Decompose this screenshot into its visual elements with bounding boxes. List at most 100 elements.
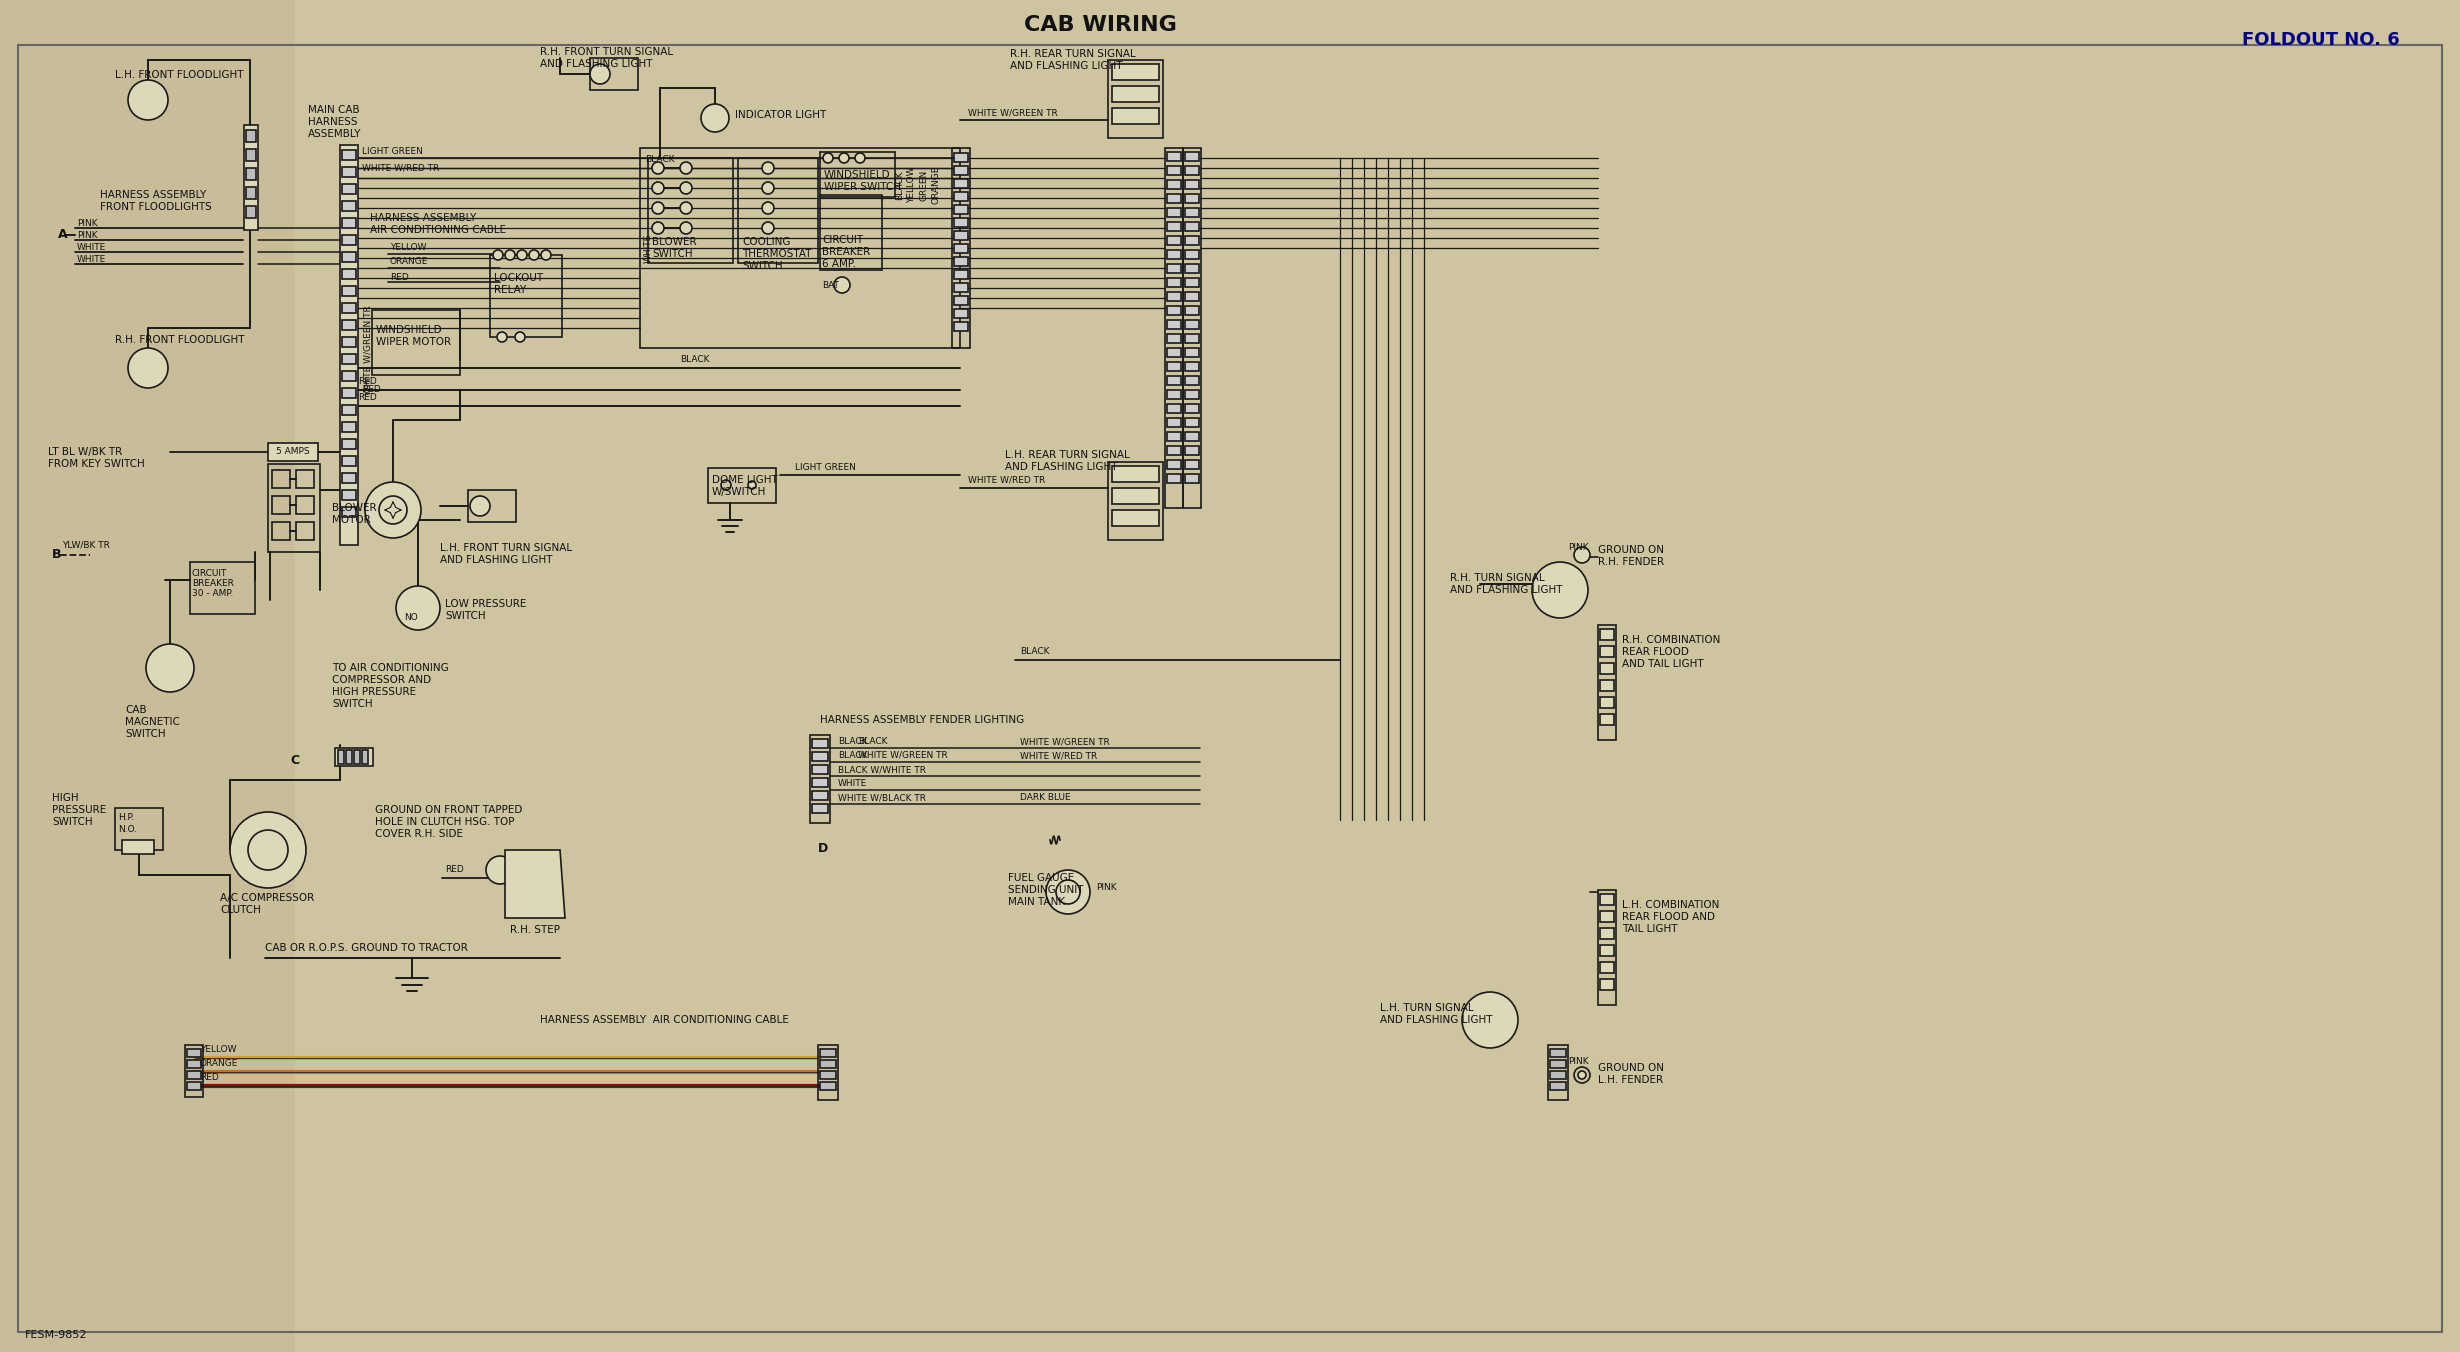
Bar — [189, 562, 256, 614]
Text: CIRCUIT: CIRCUIT — [822, 235, 863, 245]
Text: BLACK: BLACK — [859, 737, 888, 746]
Text: RED: RED — [359, 377, 376, 387]
Text: WHITE W/BLACK TR: WHITE W/BLACK TR — [839, 794, 925, 803]
Text: R.H. COMBINATION: R.H. COMBINATION — [1621, 635, 1720, 645]
Bar — [342, 406, 357, 415]
Text: SWITCH: SWITCH — [52, 817, 93, 827]
Text: RED: RED — [445, 865, 465, 875]
Circle shape — [1533, 562, 1589, 618]
Text: DOME LIGHT: DOME LIGHT — [711, 475, 777, 485]
Text: RELAY: RELAY — [494, 285, 526, 295]
Text: RED: RED — [199, 1073, 219, 1083]
Bar — [1166, 306, 1181, 315]
Text: R.H. FENDER: R.H. FENDER — [1599, 557, 1663, 566]
Text: BLACK: BLACK — [1021, 648, 1050, 657]
Text: BREAKER: BREAKER — [822, 247, 871, 257]
Bar — [1599, 890, 1616, 1005]
Text: THERMOSTAT: THERMOSTAT — [743, 249, 812, 260]
Bar — [1599, 629, 1614, 639]
Circle shape — [701, 104, 728, 132]
Text: MAIN TANK: MAIN TANK — [1009, 896, 1065, 907]
Bar — [268, 443, 317, 461]
Circle shape — [652, 201, 664, 214]
Circle shape — [856, 153, 866, 164]
Bar — [342, 201, 357, 211]
Bar — [1166, 208, 1181, 218]
Bar — [0, 0, 295, 1352]
Bar — [954, 296, 967, 306]
Circle shape — [364, 483, 421, 538]
Bar — [342, 251, 357, 262]
Bar — [342, 150, 357, 160]
Text: LIGHT GREEN: LIGHT GREEN — [795, 464, 856, 472]
Text: L.H. FRONT FLOODLIGHT: L.H. FRONT FLOODLIGHT — [116, 70, 244, 80]
Text: COMPRESSOR AND: COMPRESSOR AND — [332, 675, 430, 685]
Text: MAIN CAB: MAIN CAB — [308, 105, 359, 115]
Text: REAR FLOOD: REAR FLOOD — [1621, 648, 1690, 657]
Bar — [1166, 279, 1181, 287]
Bar — [342, 473, 357, 483]
Text: D: D — [819, 841, 829, 854]
Bar — [1166, 460, 1181, 469]
Text: L.H. FRONT TURN SIGNAL: L.H. FRONT TURN SIGNAL — [440, 544, 573, 553]
Circle shape — [128, 347, 167, 388]
Bar — [1166, 193, 1181, 203]
Circle shape — [529, 250, 539, 260]
Bar — [1186, 180, 1198, 189]
Bar — [1166, 404, 1181, 412]
Text: BLACK: BLACK — [895, 170, 905, 200]
Text: HIGH: HIGH — [52, 794, 79, 803]
Bar — [1547, 1045, 1567, 1101]
Text: BLOWER: BLOWER — [652, 237, 696, 247]
Text: CLUTCH: CLUTCH — [219, 904, 261, 915]
Bar — [342, 489, 357, 500]
Bar — [1186, 151, 1198, 161]
Text: WINDSHIELD: WINDSHIELD — [376, 324, 443, 335]
Bar — [819, 1082, 836, 1090]
Bar — [954, 231, 967, 241]
Bar — [819, 1045, 839, 1101]
Text: PINK: PINK — [1567, 1057, 1589, 1067]
Text: R.H. REAR TURN SIGNAL: R.H. REAR TURN SIGNAL — [1011, 49, 1137, 59]
Bar — [1186, 446, 1198, 456]
Text: COOLING: COOLING — [743, 237, 790, 247]
Bar — [273, 522, 290, 539]
Bar — [640, 147, 959, 347]
Bar — [1186, 193, 1198, 203]
Bar — [1186, 306, 1198, 315]
Circle shape — [1577, 1071, 1587, 1079]
Bar — [1599, 698, 1614, 708]
Text: SWITCH: SWITCH — [652, 249, 694, 260]
Bar — [1599, 963, 1614, 973]
Text: AND FLASHING LIGHT: AND FLASHING LIGHT — [440, 556, 554, 565]
Circle shape — [229, 813, 305, 888]
Bar — [1599, 662, 1614, 675]
Text: C: C — [290, 753, 300, 767]
Bar — [1166, 347, 1181, 357]
Text: RED: RED — [362, 385, 381, 395]
Text: AND FLASHING LIGHT: AND FLASHING LIGHT — [1006, 462, 1117, 472]
Circle shape — [652, 183, 664, 193]
Text: HARNESS ASSEMBLY: HARNESS ASSEMBLY — [101, 191, 207, 200]
Text: NO: NO — [403, 614, 418, 622]
Bar — [123, 840, 155, 854]
Text: ORANGE: ORANGE — [932, 166, 940, 204]
Bar — [273, 470, 290, 488]
Bar — [1112, 87, 1159, 101]
Bar — [1166, 264, 1181, 273]
Text: FESM-9852: FESM-9852 — [25, 1330, 89, 1340]
Circle shape — [763, 201, 775, 214]
Bar — [1166, 389, 1181, 399]
Bar — [1186, 250, 1198, 260]
Bar — [342, 269, 357, 279]
Text: MAGNETIC: MAGNETIC — [125, 717, 180, 727]
Bar — [342, 354, 357, 364]
Text: PRESSURE: PRESSURE — [52, 804, 106, 815]
Text: RED: RED — [359, 393, 376, 403]
Bar — [647, 158, 733, 264]
Bar — [954, 166, 967, 174]
Bar — [342, 287, 357, 296]
Text: WHITE W/GREEN TR: WHITE W/GREEN TR — [859, 750, 947, 760]
Text: WHITE W/GREEN TR: WHITE W/GREEN TR — [967, 108, 1058, 118]
Bar — [1186, 264, 1198, 273]
